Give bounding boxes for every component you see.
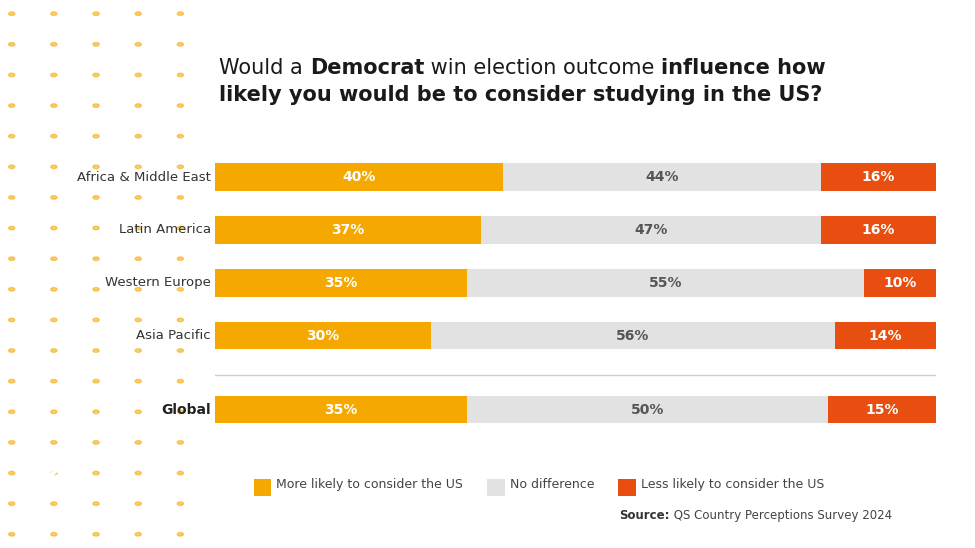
Text: 40%: 40% [342, 170, 375, 184]
Text: Western Europe: Western Europe [105, 276, 211, 289]
Bar [467, 396, 828, 424]
Text: 16%: 16% [862, 223, 895, 237]
Text: 30%: 30% [306, 329, 339, 342]
Bar [482, 216, 821, 244]
Bar [214, 269, 467, 296]
Bar [864, 269, 936, 296]
Text: 44%: 44% [645, 170, 679, 184]
Text: 56%: 56% [616, 329, 649, 342]
Text: QS: QS [47, 467, 91, 495]
Text: Asia Pacific: Asia Pacific [136, 329, 211, 342]
Bar [821, 163, 936, 191]
Bar [503, 163, 821, 191]
Text: More likely to consider the US: More likely to consider the US [276, 478, 463, 492]
Text: 15%: 15% [865, 403, 899, 416]
Text: 50%: 50% [631, 403, 664, 416]
Text: QS Country Perceptions Survey 2024: QS Country Perceptions Survey 2024 [670, 509, 892, 522]
Text: Latin America: Latin America [119, 224, 211, 236]
Text: Would a: Would a [219, 58, 310, 77]
Bar [835, 322, 936, 350]
Text: Less likely to consider the US: Less likely to consider the US [641, 478, 824, 492]
Bar [467, 269, 864, 296]
Text: win election outcome: win election outcome [424, 58, 661, 77]
Text: No difference: No difference [510, 478, 594, 492]
Text: Democrat: Democrat [310, 58, 424, 77]
Bar [821, 216, 936, 244]
Bar [214, 396, 467, 424]
Bar [431, 322, 835, 350]
Bar [214, 163, 503, 191]
Text: 55%: 55% [648, 276, 682, 290]
Text: 35%: 35% [324, 276, 358, 290]
Bar [214, 216, 482, 244]
Text: Source:: Source: [619, 509, 670, 522]
Text: 37%: 37% [332, 223, 365, 237]
Text: Global: Global [161, 403, 211, 416]
Text: 14%: 14% [869, 329, 902, 342]
Bar [828, 396, 936, 424]
Text: 47%: 47% [635, 223, 668, 237]
Text: 10%: 10% [883, 276, 916, 290]
Text: likely you would be to consider studying in the US?: likely you would be to consider studying… [219, 85, 823, 105]
Text: influence how: influence how [661, 58, 826, 77]
Text: 16%: 16% [862, 170, 895, 184]
Text: Africa & Middle East: Africa & Middle East [77, 170, 211, 184]
Text: 35%: 35% [324, 403, 358, 416]
Bar [214, 322, 431, 350]
